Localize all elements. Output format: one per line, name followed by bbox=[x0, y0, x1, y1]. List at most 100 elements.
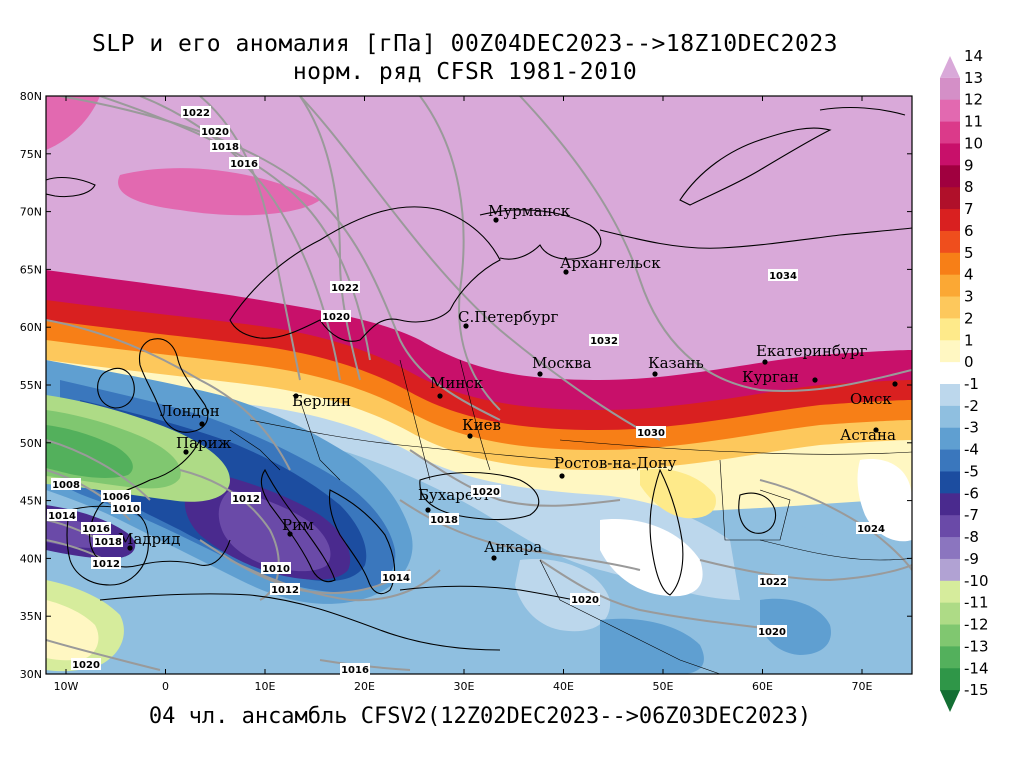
isobar-label-box bbox=[231, 492, 261, 504]
coastlines bbox=[46, 107, 912, 674]
colorbar-segment bbox=[940, 646, 960, 669]
colorbar-label: -2 bbox=[964, 397, 979, 415]
isobar-label-box bbox=[768, 269, 798, 281]
lat-label: 80N bbox=[20, 90, 42, 103]
city-label: Мурманск bbox=[488, 202, 571, 220]
city-label: Киев bbox=[462, 416, 501, 434]
lat-label: 40N bbox=[20, 552, 42, 565]
isobar-label: 1022 bbox=[182, 108, 210, 119]
colorbar-segment bbox=[940, 99, 960, 123]
isobar-label: 1022 bbox=[759, 577, 787, 588]
city-label: Омск bbox=[850, 390, 892, 408]
colorbar-label: 4 bbox=[964, 266, 974, 284]
colorbar-label: -7 bbox=[964, 506, 979, 524]
isobar-label-box bbox=[589, 334, 619, 346]
city-label: Екатеринбург bbox=[756, 342, 867, 360]
colorbar-segment bbox=[940, 252, 960, 276]
isobar-label: 1020 bbox=[472, 487, 500, 498]
colorbar-label: 13 bbox=[964, 69, 983, 87]
isobar-label-box bbox=[758, 575, 788, 587]
colorbar-label: 12 bbox=[964, 91, 983, 109]
colorbar-segment bbox=[940, 537, 960, 560]
lat-label: 30N bbox=[20, 668, 42, 681]
colorbar-segment bbox=[940, 318, 960, 341]
lat-axis-labels: 80N 75N 70N 65N 60N 55N 50N 45N 40N 35N 30N bbox=[20, 90, 42, 681]
lon-label: 0 bbox=[162, 680, 169, 693]
city-dot bbox=[437, 393, 443, 399]
colorbar-label: 3 bbox=[964, 288, 974, 306]
lat-label: 70N bbox=[20, 206, 42, 219]
isobar-label-box bbox=[636, 426, 666, 438]
lon-label: 70E bbox=[852, 680, 873, 693]
isobar-label: 1016 bbox=[230, 159, 258, 170]
colorbar-label: -10 bbox=[964, 572, 989, 590]
isobar-label-box bbox=[51, 478, 81, 490]
colorbar-segment bbox=[940, 143, 960, 166]
city-dot bbox=[892, 381, 898, 387]
city-dot bbox=[652, 371, 658, 377]
colorbar-label: -4 bbox=[964, 441, 979, 459]
isobar-label: 1034 bbox=[769, 271, 797, 282]
city-dot bbox=[493, 217, 499, 223]
colorbar-label: -12 bbox=[964, 616, 989, 634]
isobar-label: 1030 bbox=[637, 428, 665, 439]
colorbar-label: 2 bbox=[964, 309, 974, 327]
city-dot bbox=[183, 449, 189, 455]
ensemble-footer: 04 чл. ансамбль CFSV2(12Z02DEC2023-->06Z… bbox=[148, 704, 812, 729]
lon-label: 50E bbox=[653, 680, 674, 693]
isobar-label: 1010 bbox=[262, 564, 290, 575]
lon-label: 10W bbox=[54, 680, 79, 693]
isobar-label: 1032 bbox=[590, 336, 618, 347]
isobar-label-box bbox=[81, 522, 111, 534]
isobar-label-box bbox=[381, 571, 411, 583]
city-markers: Мурманск Архангельск С.Петербург Москва Каза… bbox=[118, 202, 898, 561]
colorbar-label: 9 bbox=[964, 156, 974, 174]
city-dot bbox=[425, 507, 431, 513]
colorbar-segment bbox=[940, 580, 960, 604]
city-dot bbox=[762, 359, 768, 365]
city-label: Минск bbox=[430, 374, 484, 392]
colorbar-segment bbox=[940, 668, 960, 691]
isobar-label-box bbox=[270, 583, 300, 595]
isobar-label: 1012 bbox=[232, 494, 260, 505]
colorbar-label: 8 bbox=[964, 178, 974, 196]
colorbar-label: -9 bbox=[964, 550, 979, 568]
colorbar-label: 0 bbox=[964, 353, 974, 371]
colorbar-segment bbox=[940, 121, 960, 144]
isobar-label: 1012 bbox=[92, 559, 120, 570]
colorbar-label: 14 bbox=[964, 47, 983, 65]
city-dot bbox=[199, 421, 205, 427]
colorbar-segment bbox=[940, 209, 960, 232]
city-label: Рим bbox=[282, 516, 314, 534]
lat-label: 45N bbox=[20, 495, 42, 508]
isobar-label-box bbox=[111, 502, 141, 514]
colorbar-label: -15 bbox=[964, 681, 989, 699]
lat-label: 50N bbox=[20, 437, 42, 450]
city-dot bbox=[873, 427, 879, 433]
isobar-label-box bbox=[210, 140, 240, 152]
colorbar-segment bbox=[940, 405, 960, 429]
city-label: Казань bbox=[648, 354, 704, 372]
colorbar-label: -13 bbox=[964, 637, 989, 655]
isobar-label-box bbox=[93, 535, 123, 547]
isobar-label-box bbox=[757, 625, 787, 637]
colorbar-segment bbox=[940, 274, 960, 298]
lat-label: 35N bbox=[20, 610, 42, 623]
city-dot bbox=[491, 555, 497, 561]
city-dot bbox=[287, 531, 293, 537]
isobar-label-box bbox=[229, 157, 259, 169]
city-label: Москва bbox=[532, 354, 592, 372]
isobar-label: 1022 bbox=[331, 283, 359, 294]
city-label: Анкара bbox=[484, 538, 542, 556]
title-line-1: SLP и его аномалия [гПа] 00Z04DEC2023-->… bbox=[91, 31, 839, 57]
colorbar-segment bbox=[940, 624, 960, 647]
colorbar-segment bbox=[940, 362, 960, 385]
isobar-label-box bbox=[261, 562, 291, 574]
isobar-label: 1016 bbox=[341, 665, 369, 676]
isobar-label: 1014 bbox=[382, 573, 410, 584]
city-label: Лондон bbox=[160, 402, 220, 420]
colorbar: 14131211109876543210-1-2-3-4-5-6-7-8-9-1… bbox=[940, 47, 989, 712]
isobar-label-box bbox=[71, 658, 101, 670]
colorbar-label: 10 bbox=[964, 134, 983, 152]
